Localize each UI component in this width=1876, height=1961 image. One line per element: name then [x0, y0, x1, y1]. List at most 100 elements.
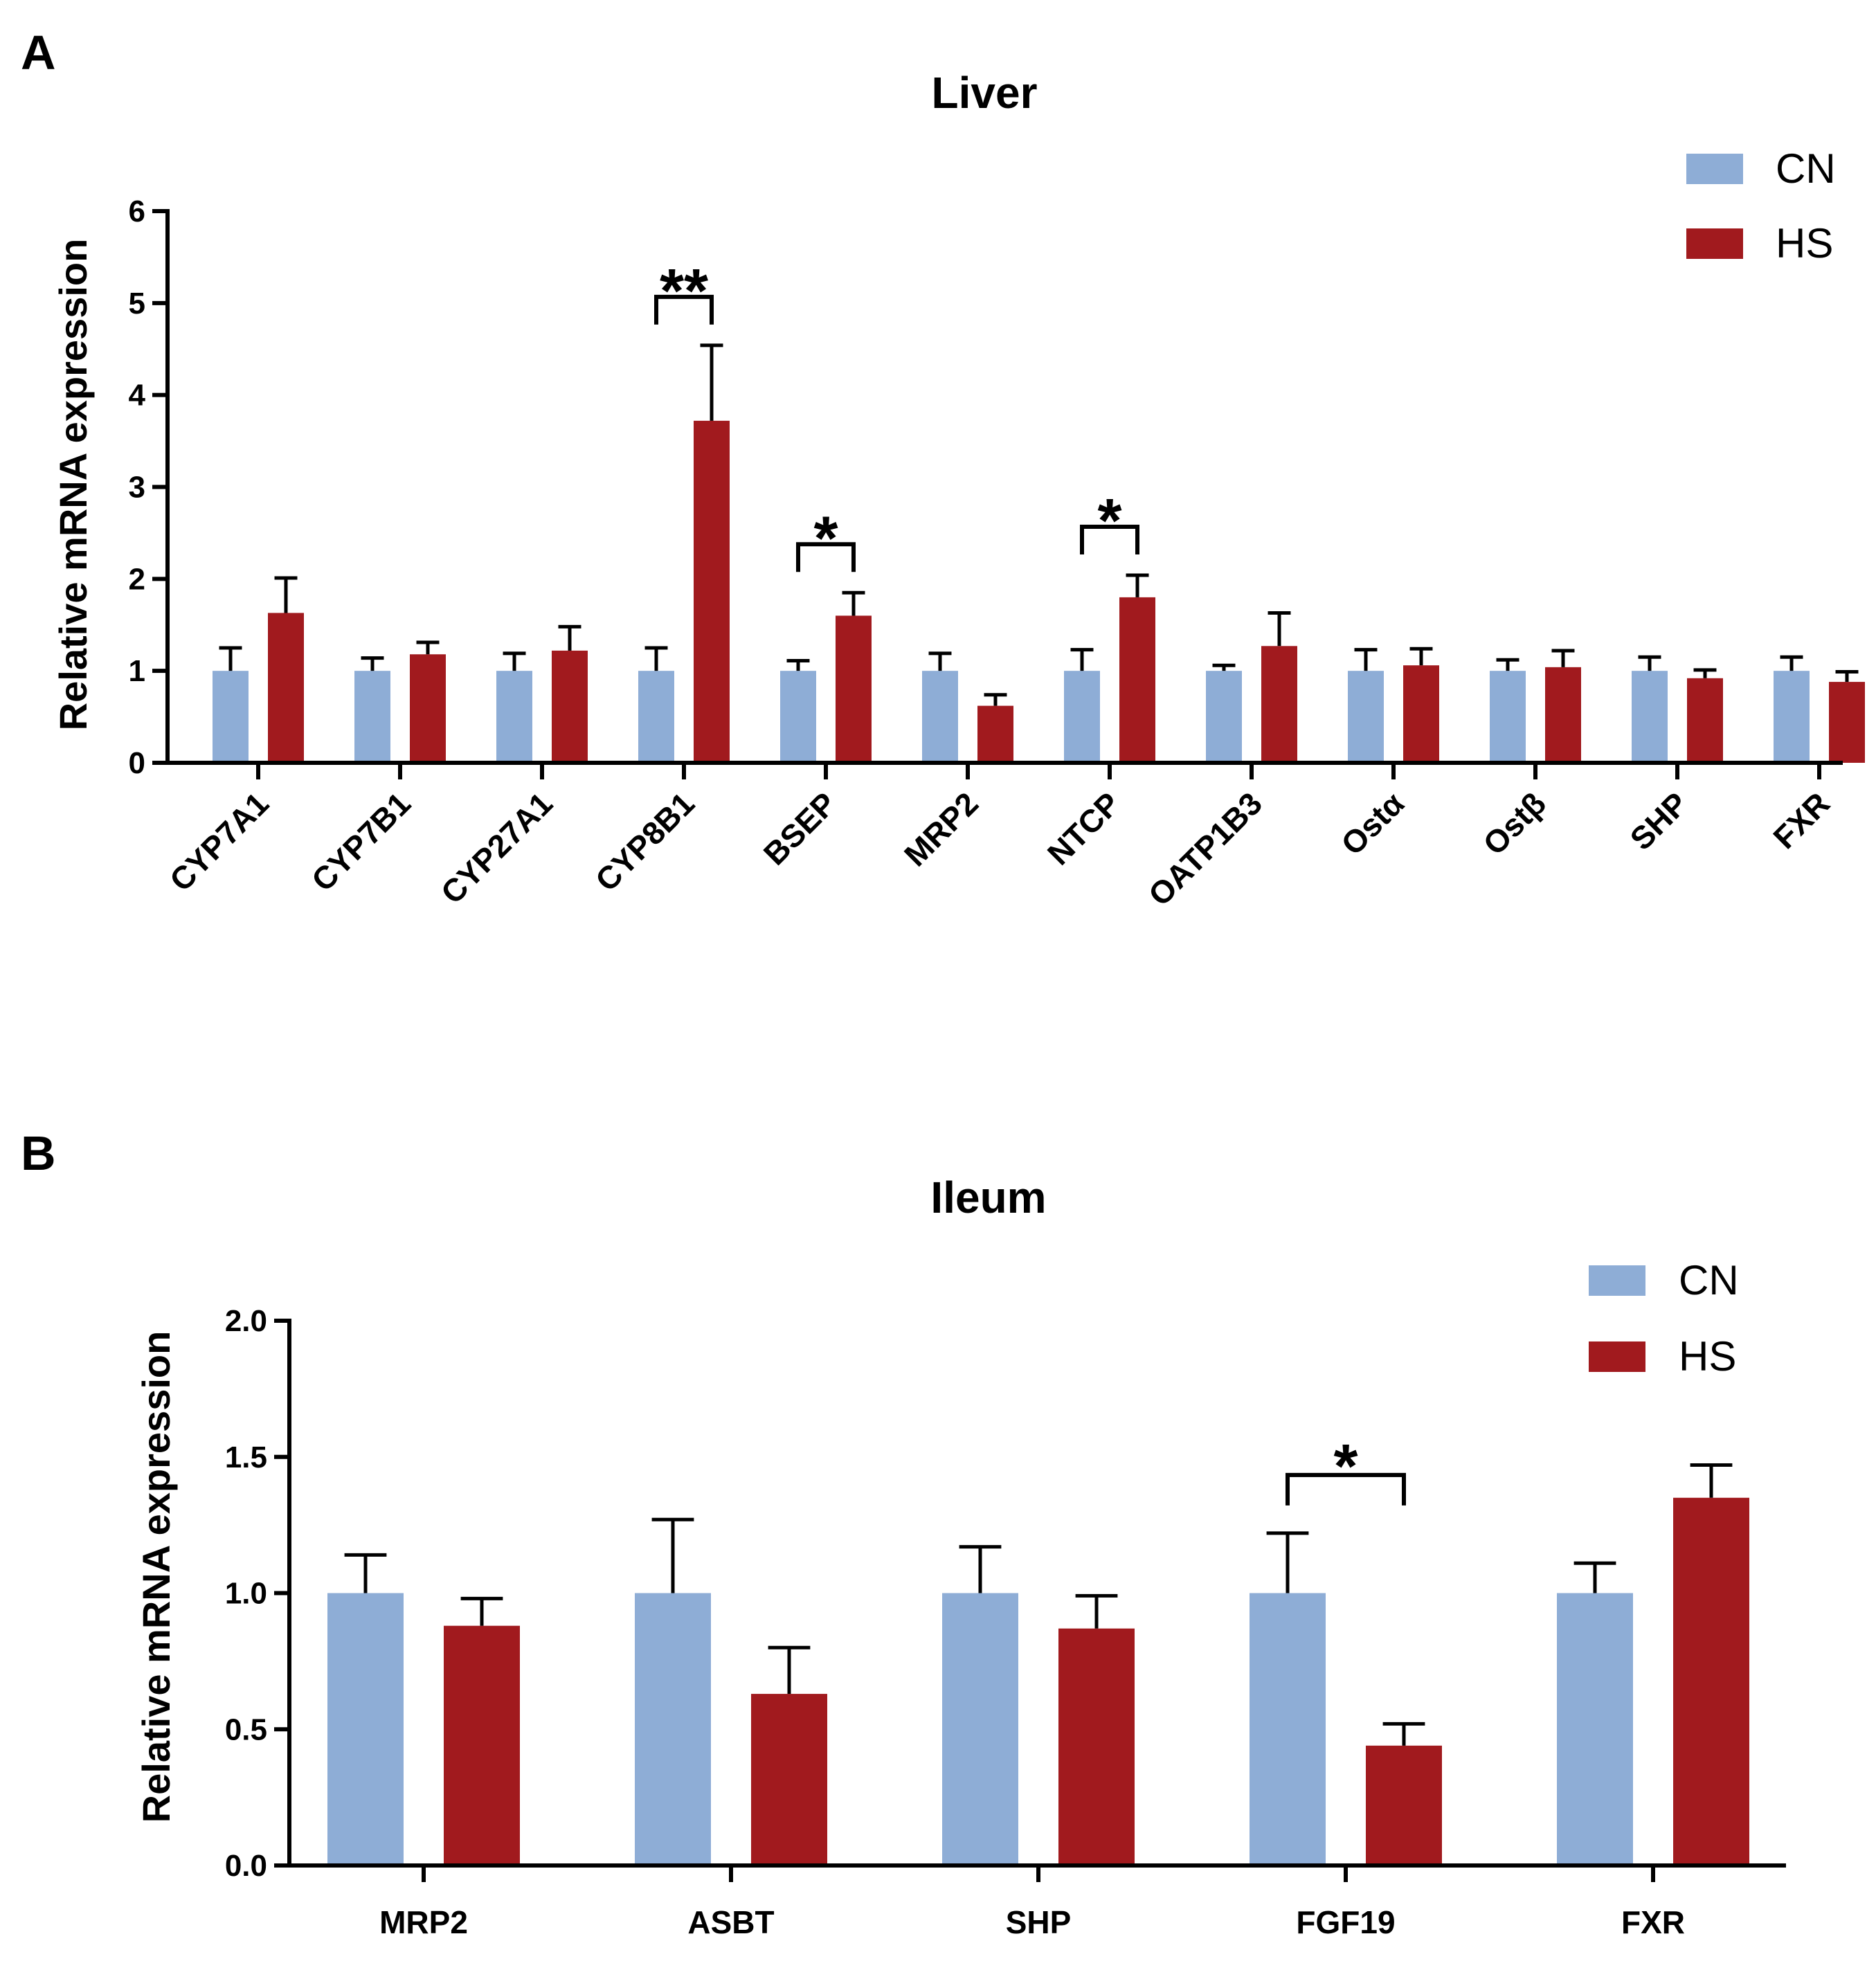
panel-b-category-label: FGF19 [1296, 1904, 1395, 1940]
panel-b-significance-label: * [1333, 1432, 1358, 1501]
panel-b-legend-label-cn: CN [1679, 1257, 1739, 1303]
panel-a-significance-bracket [796, 542, 856, 572]
panel-a-bar-hs [1403, 665, 1439, 763]
panel-a-legend-swatch-cn [1686, 154, 1743, 184]
panel-a-bar-hs [1261, 646, 1297, 763]
panel-a-bar-cn [354, 671, 390, 763]
panel-a-y-tick-label: 5 [129, 287, 145, 320]
panel-b-legend-swatch-cn [1589, 1265, 1645, 1296]
panel-b-y-tick-label: 0.5 [225, 1713, 267, 1746]
panel-b-error-bars [344, 1463, 1733, 1746]
panel-a-category-label: BSEP [757, 785, 843, 871]
panel-b-significance: * [1286, 1432, 1406, 1506]
panel-a-bar-cn [1348, 671, 1384, 763]
panel-a-letter: A [21, 26, 56, 80]
panel-a-bar-cn [922, 671, 958, 763]
panel-a-bar-hs [268, 613, 304, 763]
panel-a-legend: CN HS [1686, 145, 1836, 266]
panel-a-x-ticks: CYP7A1 CYP7B1 CYP27A1 CYP8B1 BSEP MRP2 NTCP OAT… [163, 763, 1837, 913]
panel-a-bar-cn [1490, 671, 1526, 763]
panel-a-bar-cn [1206, 671, 1242, 763]
panel-a-bar-cn [1632, 671, 1668, 763]
panel-a-legend-swatch-hs [1686, 228, 1743, 259]
panel-b-x-ticks: MRP2 ASBT SHP FGF19 FXR [379, 1865, 1685, 1940]
panel-a-category-label: Ostβ [1476, 785, 1553, 862]
panel-a-y-ticks: 0 1 2 3 4 5 6 [129, 195, 168, 780]
panel-a-bar-cn [638, 671, 674, 763]
panel-a-significance-bracket [1080, 525, 1139, 555]
panel-b-category-label: FXR [1621, 1904, 1685, 1940]
panel-a-error-bars [219, 343, 1859, 706]
panel-a-bar-hs [1829, 682, 1865, 763]
panel-b-y-tick-label: 0.0 [225, 1849, 267, 1883]
panel-a-bar-hs [1119, 597, 1155, 763]
panel-a-y-tick-label: 4 [129, 379, 146, 413]
panel-a-liver-chart: A Liver Relative mRNA expression *** * 01… [21, 26, 1865, 913]
panel-a-y-tick-label: 0 [129, 746, 145, 780]
panel-b-y-axis-label: Relative mRNA expression [134, 1331, 178, 1823]
panel-a-category-label: MRP2 [897, 785, 985, 873]
panel-a-bar-cn [1774, 671, 1810, 763]
panel-a-significance-label: * [1097, 487, 1121, 556]
panel-a-category-label: NTCP [1040, 785, 1127, 871]
panel-a-category-label: FXR [1766, 785, 1837, 856]
panel-a-bar-hs [836, 615, 872, 763]
panel-a-bars [213, 420, 1865, 763]
panel-a-category-label: OATP1B3 [1142, 785, 1269, 912]
panel-b-bar-cn [327, 1593, 404, 1865]
panel-b-bar-hs [1366, 1745, 1442, 1865]
panel-a-significance-label: * [813, 504, 838, 573]
panel-b-legend-label-hs: HS [1679, 1333, 1736, 1380]
panel-b-significance-bracket [1286, 1472, 1406, 1506]
panel-b-legend-swatch-hs [1589, 1341, 1645, 1372]
panel-a-legend-label-cn: CN [1776, 145, 1836, 192]
panel-b-bar-hs [444, 1625, 520, 1865]
panel-a-y-tick-label: 3 [129, 471, 145, 505]
panel-a-y-axis-label: Relative mRNA expression [51, 239, 95, 731]
panel-a-category-label: CYP7B1 [305, 785, 417, 898]
panel-a-title: Liver [932, 68, 1038, 118]
panel-a-y-tick-label: 2 [129, 562, 145, 596]
panel-b-bar-cn [1557, 1593, 1633, 1865]
panel-a-bar-hs [694, 420, 730, 763]
panel-a-bar-hs [1545, 667, 1581, 763]
panel-b-y-tick-label: 1.5 [225, 1440, 267, 1474]
panel-b-category-label: SHP [1006, 1904, 1072, 1940]
panel-b-bar-cn [1250, 1593, 1326, 1865]
panel-b-bar-cn [635, 1593, 711, 1865]
panel-a-bar-cn [1064, 671, 1100, 763]
panel-b-title: Ileum [930, 1173, 1046, 1222]
panel-a-bar-hs [1687, 678, 1723, 763]
panel-a-significance-bracket [654, 294, 714, 325]
panel-a-significance-label: ** [660, 257, 708, 326]
panel-a-bar-cn [496, 671, 532, 763]
panel-a-bar-hs [552, 650, 588, 763]
panel-b-bar-hs [1058, 1628, 1135, 1865]
panel-b-category-label: ASBT [687, 1904, 774, 1940]
panel-a-significance: *** * [654, 257, 1139, 573]
panel-a-category-label: Ostα [1334, 785, 1411, 862]
panel-a-y-tick-label: 6 [129, 195, 145, 228]
panel-b-bar-hs [751, 1694, 827, 1865]
panel-a-category-label: SHP [1623, 785, 1695, 857]
panel-b-y-ticks: 0.0 0.5 1.0 1.5 2.0 [225, 1304, 289, 1883]
panel-b-bar-cn [942, 1593, 1018, 1865]
panel-b-legend: CN HS [1589, 1257, 1739, 1380]
panel-a-category-label: CYP7A1 [163, 785, 276, 898]
panel-a-bar-hs [977, 705, 1013, 763]
panel-a-bar-cn [213, 671, 249, 763]
panel-b-y-tick-label: 2.0 [225, 1304, 267, 1338]
panel-b-bar-hs [1673, 1497, 1749, 1865]
panel-b-letter: B [21, 1126, 56, 1180]
panel-b-bars [327, 1497, 1749, 1865]
panel-a-category-label: CYP8B1 [588, 785, 701, 898]
panel-a-bar-hs [410, 654, 446, 763]
panel-b-y-tick-label: 1.0 [225, 1577, 267, 1611]
panel-a-bar-cn [780, 671, 816, 763]
panel-a-y-tick-label: 1 [129, 654, 145, 688]
panel-b-category-label: MRP2 [379, 1904, 468, 1940]
panel-a-legend-label-hs: HS [1776, 220, 1833, 266]
panel-b-ileum-chart: B Ileum Relative mRNA expression * 0.00.… [21, 1126, 1786, 1940]
panel-a-category-label: CYP27A1 [434, 785, 559, 910]
